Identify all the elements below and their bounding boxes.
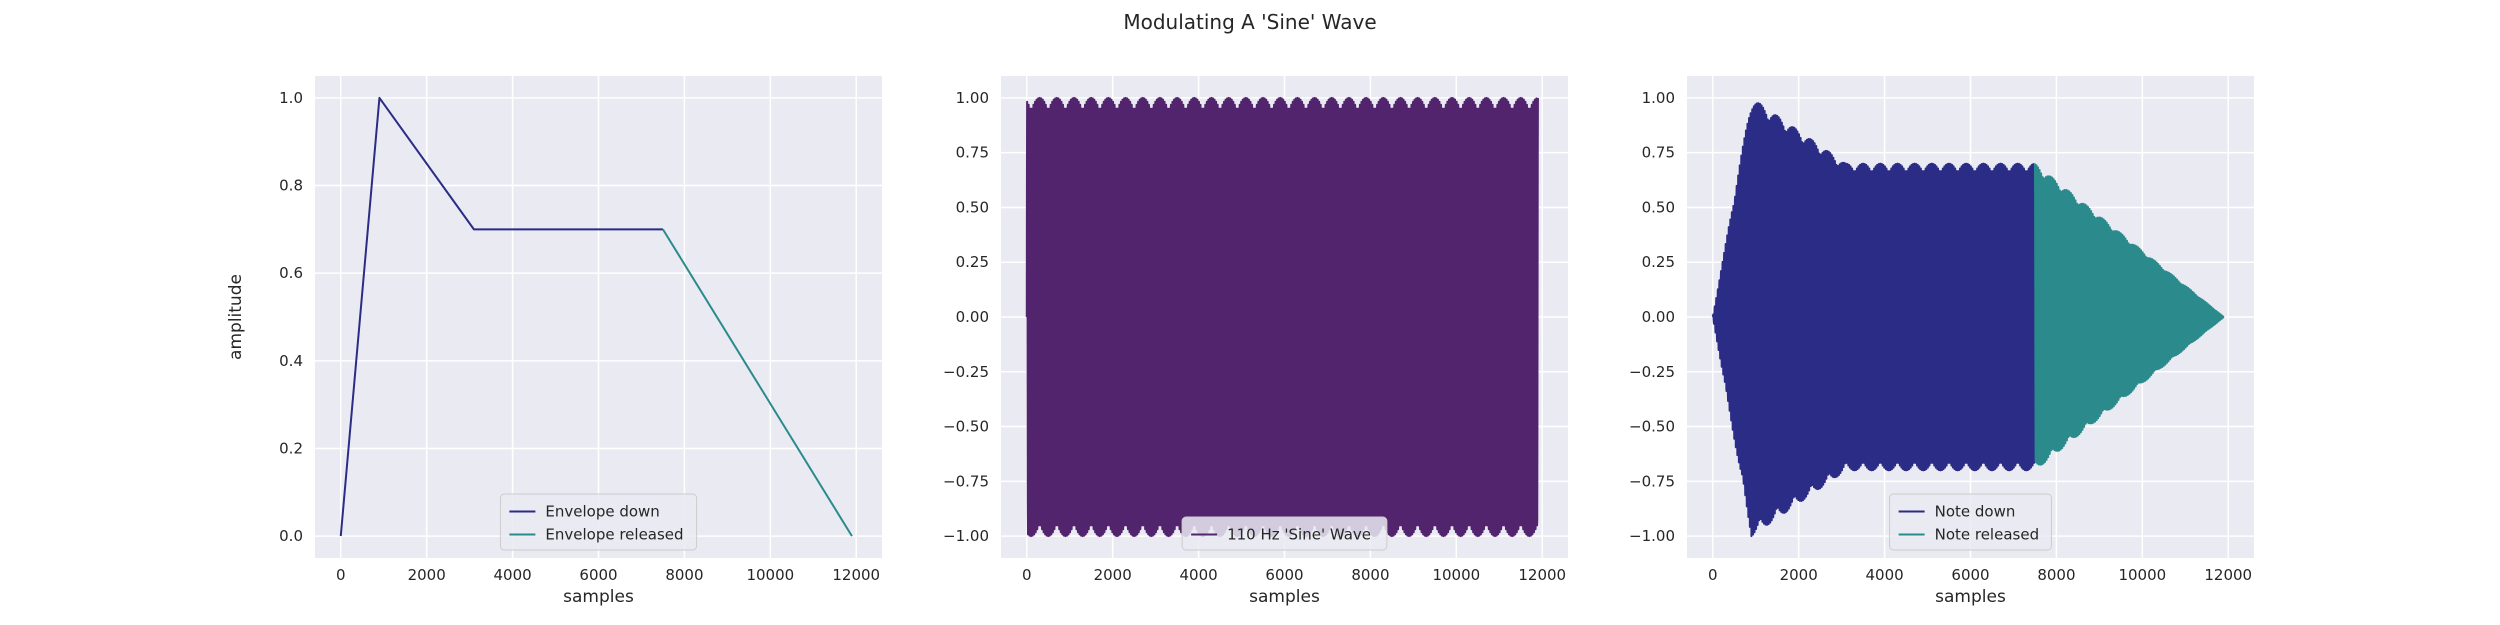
x-tick-label: 2000 (1780, 566, 1818, 584)
legend-box (1181, 516, 1388, 551)
legend-label-1: Note released (1935, 526, 2040, 544)
legend-label-1: Envelope released (545, 526, 683, 544)
x-tick-label: 6000 (1951, 566, 1989, 584)
y-tick-label: −1.00 (1629, 527, 1675, 545)
series-line-0 (339, 96, 663, 537)
panel-sine-wave: 0 2000 4000 6000 8000 10000 12000 −1.00 −0.75 −0.… (943, 76, 1568, 607)
x-tick-label: 10000 (2118, 566, 2166, 584)
x-axis-label: samples (1935, 587, 2006, 607)
y-tick-label: 1.00 (956, 89, 989, 107)
x-tick-label: 10000 (746, 566, 794, 584)
x-tick-label: 2000 (408, 566, 446, 584)
series-line-0 (1711, 102, 2036, 538)
y-axis-label: amplitude (226, 274, 246, 360)
x-tick-label: 2000 (1094, 566, 1132, 584)
legend-label-0: Envelope down (545, 503, 659, 521)
x-tick-label: 6000 (579, 566, 617, 584)
y-tick-label: 1.0 (279, 89, 303, 107)
x-axis-label: samples (1249, 587, 1320, 607)
x-tick-label: 8000 (1351, 566, 1389, 584)
y-tick-label: −0.25 (1629, 363, 1675, 381)
series-line-1 (662, 228, 853, 537)
legend-label-0: 110 Hz 'Sine' Wave (1227, 526, 1371, 544)
legend: 110 Hz 'Sine' Wave (1181, 516, 1388, 551)
figure-title: Modulating A 'Sine' Wave (1123, 10, 1376, 34)
y-tick-label: 0.25 (1642, 253, 1675, 271)
y-tick-label: 0.8 (279, 177, 303, 195)
x-tick-label: 8000 (665, 566, 703, 584)
x-tick-label: 4000 (1865, 566, 1903, 584)
x-tick-label: 0 (1708, 566, 1718, 584)
y-tick-label: 0.4 (279, 352, 303, 370)
x-tick-label: 4000 (1179, 566, 1217, 584)
x-tick-label: 6000 (1265, 566, 1303, 584)
x-axis-label: samples (563, 587, 634, 607)
y-tick-label: 1.00 (1642, 89, 1675, 107)
panel-envelope: 0 2000 4000 6000 8000 10000 12000 0.0 0.2 0.4 0.6 0… (226, 76, 882, 607)
y-tick-label: −0.25 (943, 363, 989, 381)
y-tick-label: 0.6 (279, 264, 303, 282)
x-tick-label: 10000 (1432, 566, 1480, 584)
x-tick-label: 8000 (2037, 566, 2075, 584)
y-tick-label: −0.75 (943, 472, 989, 490)
y-tick-label: −0.75 (1629, 472, 1675, 490)
y-tick-label: 0.00 (956, 308, 989, 326)
y-tick-label: 0.25 (956, 253, 989, 271)
y-tick-label: −0.50 (1629, 418, 1675, 436)
legend-box (499, 493, 698, 551)
y-tick-label: 0.2 (279, 439, 303, 457)
y-tick-label: 0.50 (1642, 198, 1675, 216)
legend: Note down Note released (1889, 493, 2052, 551)
x-tick-label: 0 (336, 566, 346, 584)
y-tick-label: 0.75 (956, 144, 989, 162)
legend-box (1889, 493, 2052, 551)
series-line-1 (2033, 163, 2225, 466)
y-tick-label: 0.0 (279, 527, 303, 545)
x-tick-label: 12000 (832, 566, 880, 584)
y-tick-label: 0.50 (956, 198, 989, 216)
x-tick-label: 0 (1022, 566, 1032, 584)
y-tick-label: 0.75 (1642, 144, 1675, 162)
x-tick-label: 4000 (493, 566, 531, 584)
legend: Envelope down Envelope released (499, 493, 698, 551)
y-tick-label: 0.00 (1642, 308, 1675, 326)
series-line-0 (1025, 96, 1539, 538)
x-tick-label: 12000 (1518, 566, 1566, 584)
x-tick-label: 12000 (2204, 566, 2252, 584)
y-tick-label: −0.50 (943, 418, 989, 436)
legend-label-0: Note down (1935, 503, 2016, 521)
y-tick-label: −1.00 (943, 527, 989, 545)
panel-modulated-note: 0 2000 4000 6000 8000 10000 12000 −1.00 −0.75 −0.… (1629, 76, 2254, 607)
